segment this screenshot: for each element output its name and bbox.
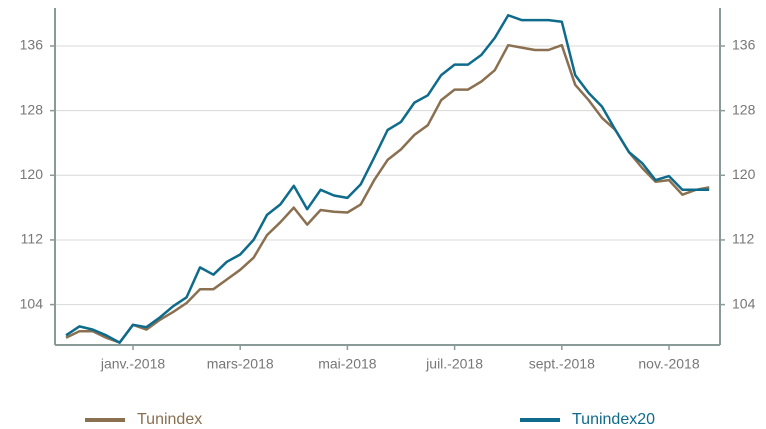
legend-label: Tunindex bbox=[137, 411, 202, 428]
x-tick-label: juil.-2018 bbox=[425, 356, 483, 372]
y-tick-label: 104 bbox=[20, 295, 44, 311]
legend-label: Tunindex20 bbox=[572, 411, 655, 428]
x-tick-label: janv.-2018 bbox=[100, 356, 166, 372]
x-tick-label: sept.-2018 bbox=[529, 356, 595, 372]
y-tick-label: 112 bbox=[21, 231, 44, 247]
y-tick-label: 136 bbox=[20, 37, 44, 53]
x-tick-label: mai-2018 bbox=[318, 356, 377, 372]
y-tick-label: 120 bbox=[20, 166, 44, 182]
series-line bbox=[65, 43, 710, 344]
y2-tick-label: 136 bbox=[732, 37, 756, 53]
x-tick-label: nov.-2018 bbox=[638, 356, 699, 372]
y2-tick-label: 104 bbox=[732, 295, 756, 311]
y2-tick-label: 112 bbox=[732, 231, 755, 247]
y2-tick-label: 120 bbox=[732, 166, 756, 182]
y-tick-label: 128 bbox=[20, 101, 44, 117]
x-tick-label: mars-2018 bbox=[207, 356, 274, 372]
series-line bbox=[65, 14, 710, 344]
y2-tick-label: 128 bbox=[732, 101, 756, 117]
